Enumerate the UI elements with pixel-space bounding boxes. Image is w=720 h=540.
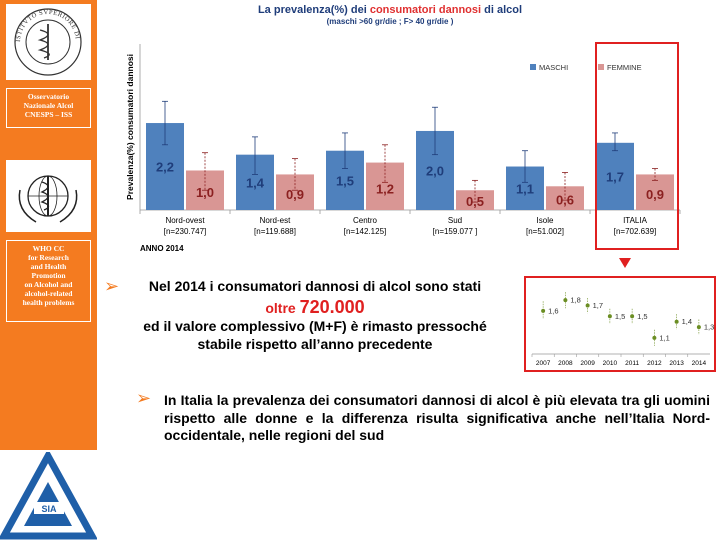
who-logo — [6, 160, 91, 232]
data-label: 1,2 — [376, 182, 394, 197]
sia-text: SIA — [41, 504, 57, 514]
inset-data-label: 1,5 — [615, 312, 625, 321]
x-tick-label: Sud — [448, 216, 462, 225]
inset-point — [630, 314, 635, 319]
chart-title: La prevalenza(%) dei consumatori dannosi… — [110, 4, 670, 16]
inset-x-tick-label: 2010 — [603, 360, 618, 367]
data-label: 1,1 — [516, 181, 534, 196]
legend-swatch — [530, 64, 536, 70]
data-label: 0,9 — [286, 187, 304, 202]
text-block-2: In Italia la prevalenza dei consumatori … — [164, 392, 710, 443]
inset-data-label: 1,4 — [682, 317, 692, 326]
trend-inset: 2007 1,6 2008 1,8 2009 1,7 2010 1,5 2011 1,5 2012 1… — [524, 276, 716, 372]
italia-highlight-box — [595, 42, 679, 250]
bullet-arrow-icon: ➢ — [104, 276, 120, 296]
bar-maschi — [596, 142, 634, 210]
x-tick-n: [n=702.639] — [614, 227, 656, 236]
data-label: 2,2 — [156, 160, 174, 175]
x-tick-n: [n=119.688] — [254, 227, 296, 236]
inset-point — [674, 319, 679, 324]
inset-data-label: 1,5 — [637, 312, 647, 321]
title-part3: di alcol — [481, 4, 523, 16]
inset-data-label: 1,6 — [548, 306, 558, 315]
inset-point — [607, 314, 612, 319]
text1-line3: ed il valore complessivo (M+F) è rimasto… — [143, 318, 487, 334]
data-label: 2,0 — [426, 163, 444, 178]
x-tick-label: Nord-ovest — [165, 216, 205, 225]
onas-label: Osservatorio Nazionale Alcol CNESPS – IS… — [6, 88, 91, 128]
inset-x-tick-label: 2013 — [669, 360, 684, 367]
x-tick-n: [n=51.002] — [526, 227, 564, 236]
x-tick-n: [n=159.077 ] — [433, 227, 478, 236]
inset-point — [563, 298, 568, 303]
inset-point — [652, 335, 657, 340]
inset-data-label: 1,1 — [659, 333, 669, 342]
x-tick-label: ITALIA — [623, 216, 648, 225]
inset-x-tick-label: 2009 — [580, 360, 595, 367]
bar-femmine — [456, 190, 494, 210]
data-label: 1,5 — [336, 173, 354, 188]
title-part2: consumatori dannosi — [369, 4, 482, 16]
who-cc-label: WHO CC for Research and Health Promotion… — [6, 240, 91, 322]
title-part1: La prevalenza(%) dei — [257, 4, 370, 16]
trend-chart: 2007 1,6 2008 1,8 2009 1,7 2010 1,5 2011 1,5 2012 1… — [531, 292, 714, 367]
data-label: 1,7 — [606, 169, 624, 184]
text-block-1: Nel 2014 i consumatori dannosi di alcol … — [110, 278, 520, 353]
arrow-down-icon — [619, 258, 631, 268]
x-tick-label: Nord-est — [260, 216, 291, 225]
bar-chart: Prevalenza(%) consumatori dannosi 2,2 1,0 N… — [125, 44, 681, 236]
inset-point — [696, 325, 701, 330]
inset-data-label: 1,7 — [593, 301, 603, 310]
inset-x-tick-label: 2008 — [558, 360, 573, 367]
text1-line4: stabile rispetto all’anno precedente — [197, 335, 433, 352]
inset-x-tick-label: 2007 — [536, 360, 551, 367]
legend-swatch — [598, 64, 604, 70]
x-tick-n: [n=230.747] — [164, 227, 206, 236]
legend-entry: MASCHI — [539, 63, 568, 72]
x-tick-label: Centro — [353, 216, 378, 225]
anno-label: ANNO 2014 — [140, 244, 184, 253]
inset-data-label: 1,3 — [704, 323, 714, 332]
inset-x-tick-label: 2011 — [625, 360, 639, 367]
chart-subtitle: (maschi >60 gr/die ; F> 40 gr/die ) — [326, 17, 454, 26]
inset-x-tick-label: 2012 — [647, 360, 662, 367]
text1-value: 720.000 — [299, 296, 365, 317]
sidebar: ISTITVTO SVPERIORE DI SANITÀ Osservatori… — [0, 0, 98, 540]
text1-line2: oltre 720.000 — [110, 296, 520, 319]
text1-oltre: oltre — [265, 299, 300, 316]
sia-logo: SIA — [0, 448, 98, 540]
data-label: 0,9 — [646, 187, 664, 202]
inset-x-tick-label: 2014 — [692, 360, 707, 367]
data-label: 1,4 — [246, 175, 265, 190]
inset-point — [585, 303, 590, 308]
data-label: 0,5 — [466, 194, 484, 209]
x-tick-n: [n=142.125] — [344, 227, 386, 236]
x-tick-label: Isole — [537, 216, 554, 225]
inset-data-label: 1,8 — [570, 296, 580, 305]
bullet-arrow-icon-2: ➢ — [136, 388, 152, 408]
legend-entry: FEMMINE — [607, 63, 642, 72]
y-axis-label: Prevalenza(%) consumatori dannosi — [125, 54, 135, 200]
text1-line1: Nel 2014 i consumatori dannosi di alcol … — [148, 278, 482, 294]
iss-logo: ISTITVTO SVPERIORE DI SANITÀ — [3, 0, 91, 80]
data-label: 1,0 — [196, 185, 214, 200]
inset-point — [541, 308, 546, 313]
data-label: 0,6 — [556, 192, 574, 207]
